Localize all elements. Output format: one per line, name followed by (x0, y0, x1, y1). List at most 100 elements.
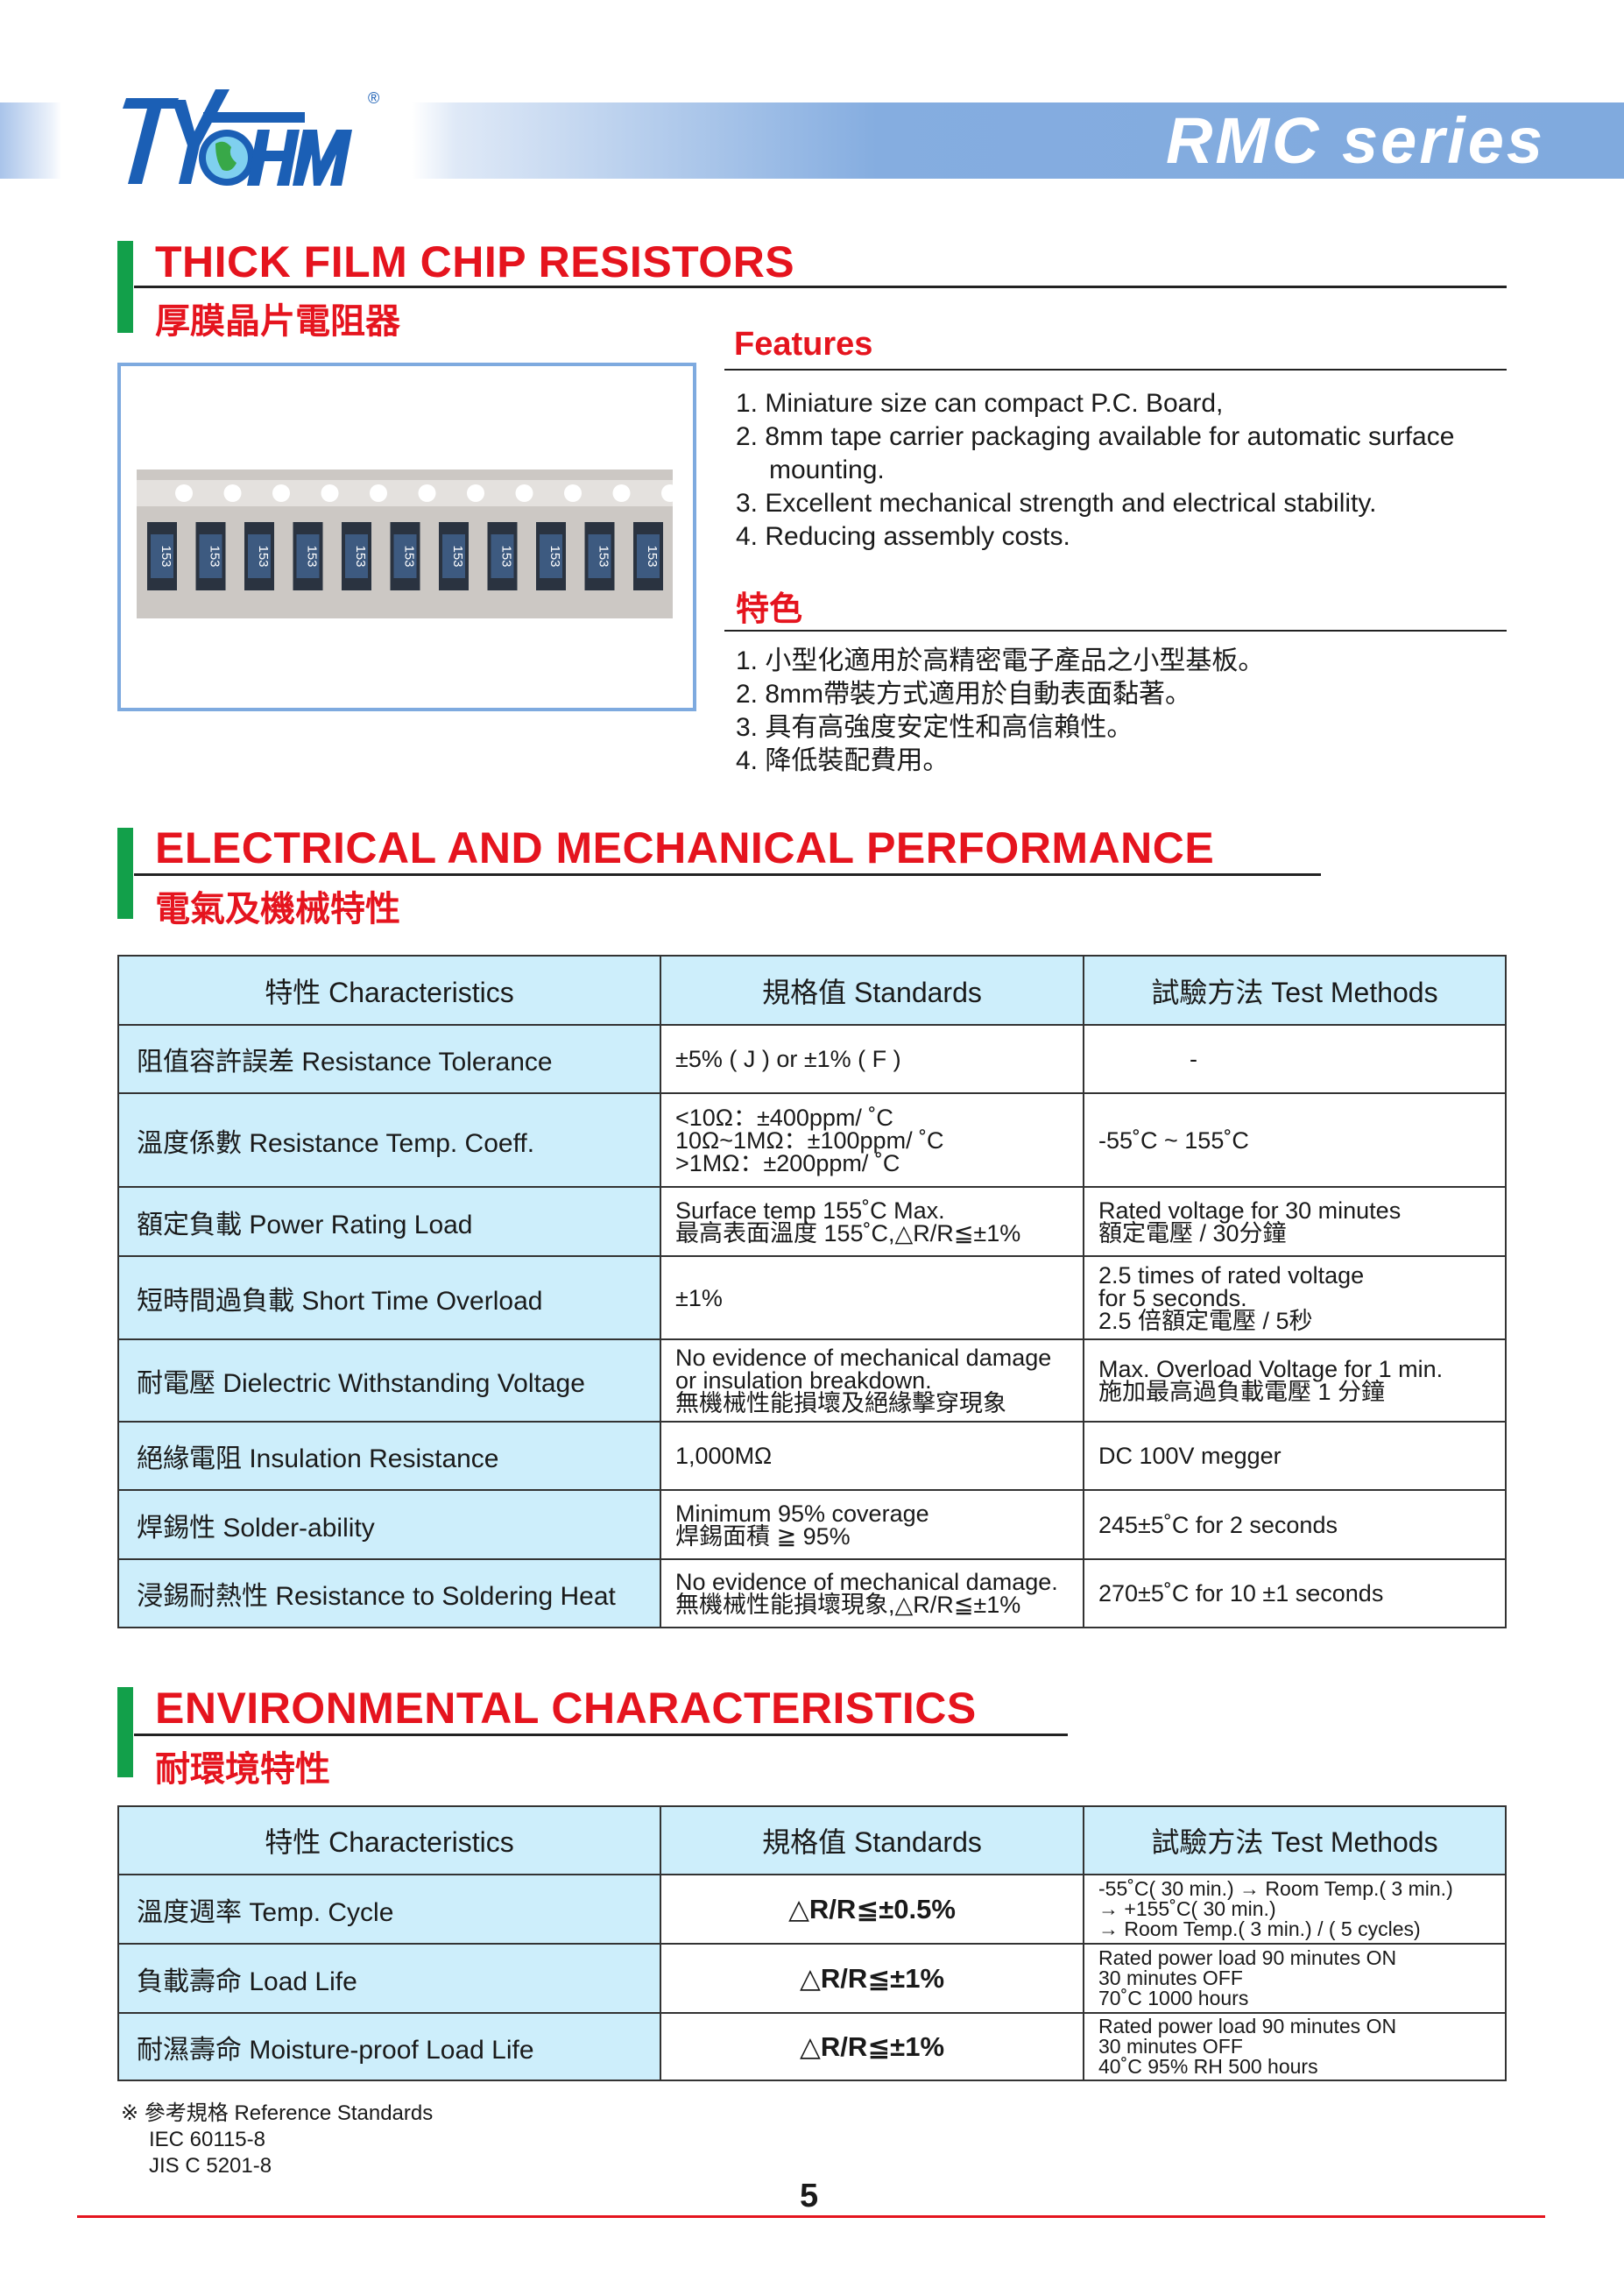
chip-resistor: 153 (633, 522, 663, 590)
svg-text:153: 153 (402, 545, 417, 567)
svg-text:153: 153 (353, 545, 368, 567)
standard-cell: △R/R≦±1% (660, 1943, 1084, 2014)
standard-line: ±1% (675, 1284, 723, 1311)
standard-cell: No evidence of mechanical damage. 無機械性能損壞… (660, 1558, 1084, 1628)
column-header: 規格值 Standards (660, 1805, 1084, 1875)
characteristic-cell: 耐電壓 Dielectric Withstanding Voltage (117, 1338, 661, 1423)
table-row: 浸錫耐熱性 Resistance to Soldering Heat No evi… (117, 1558, 1507, 1628)
test-method-line: 40˚C 95% RH 500 hours (1098, 2055, 1318, 2078)
tape-hole (272, 484, 290, 502)
test-method-line: → Room Temp.( 3 min.) / ( 5 cycles) (1098, 1917, 1421, 1940)
tape-hole (223, 484, 242, 502)
test-method-line: 270±5˚C for 10 ±1 seconds (1098, 1580, 1384, 1606)
svg-text:153: 153 (645, 545, 660, 567)
test-method-line: 額定電壓 / 30分鐘 (1098, 1219, 1287, 1246)
tape-hole (175, 484, 193, 502)
standard-line: Surface temp 155˚C Max. (675, 1197, 945, 1224)
standard-line: 無機械性能損壞現象,△R/R≦±1% (675, 1592, 1021, 1618)
feature-zh-item: 3. 具有高強度安定性和高信賴性。 (736, 713, 1133, 742)
chip-resistor: 153 (584, 522, 615, 590)
divider (134, 286, 1507, 288)
footnote: ※ 參考規格 Reference Standards IEC 60115-8 J… (121, 2101, 433, 2179)
tape-hole (515, 484, 533, 502)
standard-line: ±5% ( J ) or ±1% ( F ) (675, 1046, 901, 1072)
standard-cell: No evidence of mechanical damage or insul… (660, 1338, 1084, 1423)
test-method-cell: 2.5 times of rated voltage for 5 seconds.… (1083, 1255, 1507, 1340)
standard-line: >1MΩ：±200ppm/ ˚C (675, 1149, 900, 1176)
characteristic-cell: 短時間過負載 Short Time Overload (117, 1255, 661, 1340)
standard-cell: Surface temp 155˚C Max. 最高表面溫度 155˚C,△R/R… (660, 1186, 1084, 1257)
svg-text:153: 153 (159, 545, 173, 567)
chip-resistor: 153 (293, 522, 323, 590)
test-method-cell: Rated power load 90 minutes ON 30 minutes… (1083, 1943, 1507, 2014)
standard-line: 1,000MΩ (675, 1443, 773, 1469)
standard-cell: ±1% (660, 1255, 1084, 1340)
table-row: 阻值容許誤差 Resistance Tolerance ±5% ( J ) or … (117, 1024, 1507, 1094)
feature-item: 4. Reducing assembly costs. (736, 522, 1070, 551)
test-method-line: for 5 seconds. (1098, 1284, 1247, 1311)
features-zh-title: 特色 (736, 591, 803, 628)
section-accent-bar (117, 241, 133, 333)
tape-hole (418, 484, 436, 502)
page-number: 5 (800, 2178, 819, 2214)
standard-line: 最高表面溫度 155˚C,△R/R≦±1% (675, 1219, 1021, 1246)
section-accent-bar (117, 1687, 133, 1777)
chip-resistor: 153 (487, 522, 518, 590)
tape-hole (564, 484, 582, 502)
table-row: 溫度係數 Resistance Temp. Coeff. <10Ω：±400ppm… (117, 1092, 1507, 1188)
tape-hole (321, 484, 339, 502)
test-method-line: 30 minutes OFF (1098, 2035, 1243, 2058)
tape-hole (467, 484, 484, 502)
features-zh-list: 1. 小型化適用於高精密電子產品之小型基板。 2. 8mm帶裝方式適用於自動表面… (736, 645, 1264, 778)
column-header: 試驗方法 Test Methods (1083, 955, 1507, 1026)
test-method-line: DC 100V megger (1098, 1443, 1282, 1469)
svg-text:153: 153 (499, 545, 514, 567)
chip-resistor: 153 (390, 522, 420, 590)
divider (134, 1734, 1068, 1736)
test-method-line: Rated power load 90 minutes ON (1098, 2015, 1397, 2037)
characteristic-cell: 額定負載 Power Rating Load (117, 1186, 661, 1257)
test-method-line: Rated voltage for 30 minutes (1098, 1197, 1402, 1224)
characteristic-cell: 浸錫耐熱性 Resistance to Soldering Heat (117, 1558, 661, 1628)
feature-item: mounting. (769, 455, 885, 484)
section-subtitle: 耐環境特性 (155, 1750, 330, 1789)
chip-resistor: 153 (536, 522, 566, 590)
table-row: 短時間過負載 Short Time Overload ±1% 2.5 times … (117, 1255, 1507, 1340)
standard-line: <10Ω：±400ppm/ ˚C (675, 1104, 893, 1131)
footer-rule (77, 2215, 1545, 2218)
chip-resistor: 153 (195, 522, 226, 590)
electrical-performance-table: 特性 Characteristics 規格值 Standards 試驗方法 Te… (117, 955, 1507, 1628)
characteristic-cell: 絕緣電阻 Insulation Resistance (117, 1421, 661, 1491)
product-photo: 153 153 153 153 153 153 153 153 153 153 153 (117, 363, 696, 711)
tape-hole (661, 484, 679, 502)
test-method-cell: 270±5˚C for 10 ±1 seconds (1083, 1558, 1507, 1628)
chip-resistor: 153 (342, 522, 371, 590)
feature-zh-item: 4. 降低裝配費用。 (736, 746, 950, 775)
svg-text:153: 153 (597, 545, 611, 567)
test-method-line: → +155˚C( 30 min.) (1098, 1897, 1276, 1920)
table-row: 額定負載 Power Rating Load Surface temp 155˚C… (117, 1186, 1507, 1257)
environmental-table: 特性 Characteristics 規格值 Standards 試驗方法 Te… (117, 1805, 1507, 2081)
standard-line: 無機械性能損壞及絕緣擊穿現象 (675, 1390, 1006, 1416)
section-title: ENVIRONMENTAL CHARACTERISTICS (155, 1684, 977, 1733)
test-method-line: -55˚C ~ 155˚C (1098, 1126, 1249, 1154)
characteristic-cell: 溫度週率 Temp. Cycle (117, 1874, 661, 1945)
feature-item: 1. Miniature size can compact P.C. Board… (736, 389, 1224, 418)
footnote-item: IEC 60115-8 (149, 2128, 265, 2151)
divider (724, 369, 1507, 371)
test-method-cell: Rated voltage for 30 minutes 額定電壓 / 30分鐘 (1083, 1186, 1507, 1257)
column-header: 試驗方法 Test Methods (1083, 1805, 1507, 1875)
characteristic-cell: 溫度係數 Resistance Temp. Coeff. (117, 1092, 661, 1188)
section-subtitle: 厚膜晶片電阻器 (155, 302, 400, 341)
standard-cell: ±5% ( J ) or ±1% ( F ) (660, 1024, 1084, 1094)
test-method-cell: - (1083, 1024, 1507, 1094)
chip-resistor: 153 (439, 522, 469, 590)
footnote-title: ※ 參考規格 Reference Standards (121, 2101, 434, 2125)
chip-resistor: 153 (147, 522, 177, 590)
standard-cell: <10Ω：±400ppm/ ˚C 10Ω~1MΩ：±100ppm/ ˚C >1MΩ：… (660, 1092, 1084, 1188)
divider (134, 873, 1321, 876)
standard-cell: △R/R≦±0.5% (660, 1874, 1084, 1945)
test-method-cell: 245±5˚C for 2 seconds (1083, 1489, 1507, 1560)
test-method-line: 70˚C 1000 hours (1098, 1987, 1249, 2009)
standard-line: No evidence of mechanical damage. (675, 1569, 1058, 1595)
